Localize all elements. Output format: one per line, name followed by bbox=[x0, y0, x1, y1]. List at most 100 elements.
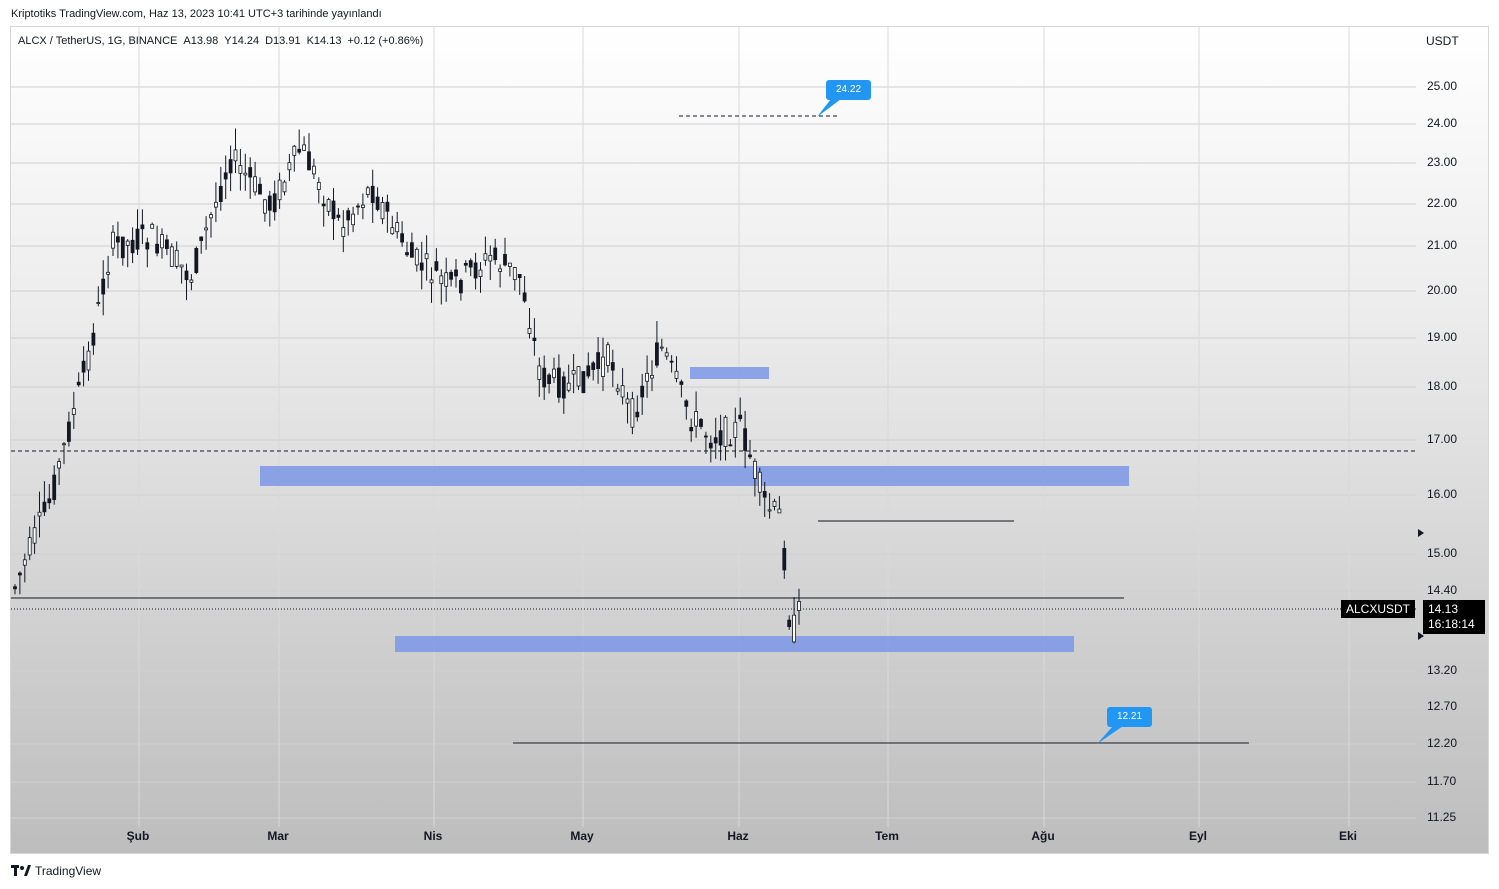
candle-down bbox=[120, 236, 125, 259]
candle-down bbox=[532, 337, 537, 341]
candle-down bbox=[336, 214, 341, 218]
candle-down bbox=[468, 260, 473, 268]
candle-up bbox=[326, 199, 331, 212]
candle-down bbox=[669, 360, 674, 363]
candle-up bbox=[645, 372, 649, 382]
candle-down bbox=[297, 148, 302, 153]
time-tick: Eki bbox=[1338, 829, 1358, 843]
price-tick: 16.00 bbox=[1427, 487, 1458, 501]
candle-down bbox=[635, 411, 640, 418]
candle-down bbox=[91, 332, 96, 346]
candle-down bbox=[743, 428, 747, 451]
candle-down bbox=[331, 200, 336, 220]
candle-up bbox=[169, 246, 174, 267]
candle-up bbox=[351, 213, 356, 226]
candle-down bbox=[81, 360, 86, 373]
currency-label[interactable]: USDT bbox=[1426, 34, 1459, 48]
candle-down bbox=[787, 619, 792, 628]
legend-open: A13.98 bbox=[183, 35, 219, 47]
candle-down bbox=[689, 427, 694, 432]
candle-down bbox=[258, 183, 262, 195]
candlestick-series[interactable] bbox=[13, 128, 801, 644]
resistance-zone-small[interactable] bbox=[690, 367, 769, 379]
candle-up bbox=[620, 385, 625, 398]
scroll-right-icon[interactable] bbox=[1418, 529, 1424, 537]
upper-target-callout[interactable]: 24.22 bbox=[826, 80, 872, 100]
candle-up bbox=[37, 511, 42, 517]
candle-up bbox=[566, 382, 571, 391]
candle-down bbox=[718, 430, 723, 446]
price-tick: 20.00 bbox=[1427, 283, 1458, 297]
candle-up bbox=[606, 344, 610, 366]
candle-down bbox=[356, 205, 360, 208]
supply-zone[interactable] bbox=[260, 466, 1129, 486]
candle-up bbox=[277, 179, 282, 201]
candle-up bbox=[62, 443, 66, 446]
scroll-right-icon[interactable] bbox=[1418, 632, 1424, 640]
candle-up bbox=[160, 234, 164, 249]
candle-down bbox=[164, 239, 169, 249]
candle-up bbox=[488, 255, 493, 262]
candle-down bbox=[463, 262, 468, 266]
candle-up bbox=[777, 508, 782, 514]
candle-down bbox=[248, 167, 253, 178]
candle-down bbox=[405, 252, 409, 256]
candle-up bbox=[174, 249, 179, 267]
candle-down bbox=[738, 414, 743, 420]
legend-symbol[interactable]: ALCX / TetherUS, 1G, BINANCE bbox=[18, 35, 178, 47]
candle-down bbox=[591, 362, 596, 370]
series-legend[interactable]: ALCX / TetherUS, 1G, BINANCE A13.98 Y14.… bbox=[18, 35, 423, 47]
candle-up bbox=[32, 527, 37, 544]
tradingview-logo[interactable]: TradingView bbox=[11, 864, 101, 878]
candle-up bbox=[753, 460, 757, 479]
candle-down bbox=[762, 491, 767, 498]
demand-zone[interactable] bbox=[395, 636, 1074, 652]
candle-up bbox=[507, 262, 512, 267]
candle-up bbox=[537, 365, 542, 380]
candle-up bbox=[111, 231, 115, 249]
tradingview-brand: TradingView bbox=[35, 864, 102, 878]
candle-up bbox=[723, 416, 728, 447]
candle-up bbox=[365, 187, 370, 195]
candle-up bbox=[757, 471, 762, 493]
candle-up bbox=[429, 279, 434, 284]
price-tick: 11.25 bbox=[1427, 810, 1457, 824]
price-chart[interactable] bbox=[11, 27, 1489, 854]
candle-up bbox=[772, 500, 777, 507]
candle-up bbox=[253, 176, 258, 193]
candle-up bbox=[444, 272, 449, 287]
price-tick: 17.00 bbox=[1427, 432, 1458, 446]
candle-down bbox=[370, 185, 375, 204]
candle-down bbox=[199, 236, 204, 241]
candle-up bbox=[498, 268, 503, 272]
chart-area[interactable] bbox=[10, 26, 1489, 854]
candle-down bbox=[116, 236, 120, 243]
candle-down bbox=[42, 501, 47, 513]
candle-up bbox=[601, 356, 605, 377]
time-tick: Ağu bbox=[1031, 829, 1055, 843]
price-tick: 12.70 bbox=[1427, 699, 1458, 713]
candle-up bbox=[576, 366, 581, 387]
candle-down bbox=[13, 586, 17, 590]
last-price-value: 14.13 bbox=[1428, 602, 1459, 616]
candle-down bbox=[135, 228, 140, 250]
candle-up bbox=[659, 346, 664, 349]
price-tick: 15.00 bbox=[1427, 546, 1458, 560]
candle-up bbox=[625, 398, 630, 404]
candle-up bbox=[733, 421, 738, 438]
candle-down bbox=[140, 224, 145, 230]
candle-up bbox=[179, 264, 184, 268]
candle-down bbox=[145, 242, 150, 250]
candle-down bbox=[610, 362, 615, 371]
candle-up bbox=[316, 181, 321, 190]
candle-down bbox=[409, 242, 414, 258]
candle-down bbox=[561, 376, 566, 399]
symbol-price-tag: ALCXUSDT bbox=[1341, 600, 1416, 618]
candle-up bbox=[262, 199, 267, 214]
candle-down bbox=[223, 172, 228, 180]
candle-down bbox=[708, 442, 713, 449]
upper-callout-pointer bbox=[817, 99, 841, 117]
time-tick: Şub bbox=[126, 829, 150, 843]
candle-down bbox=[218, 185, 223, 203]
lower-target-callout[interactable]: 12.21 bbox=[1107, 707, 1153, 727]
